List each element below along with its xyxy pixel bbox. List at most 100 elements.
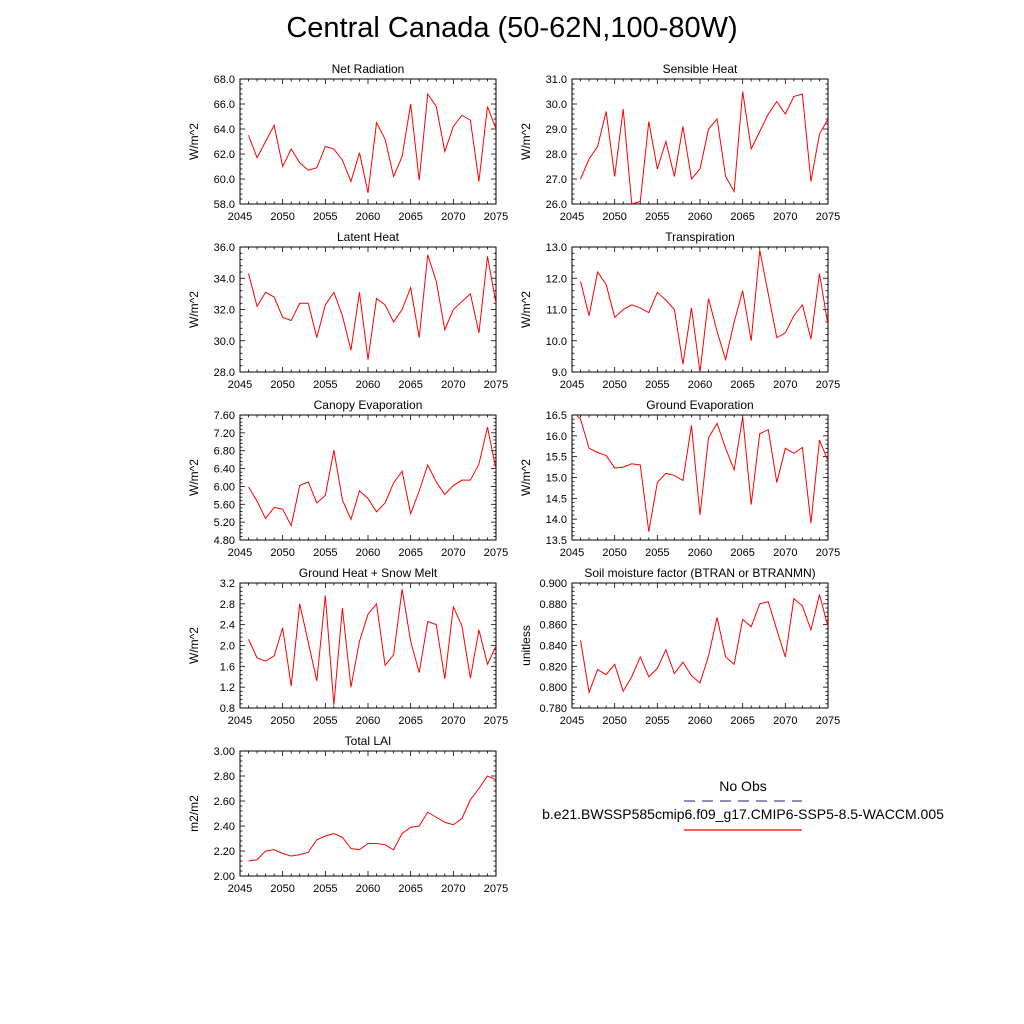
x-tick-label: 2075 xyxy=(484,715,508,727)
x-tick-label: 2055 xyxy=(645,547,669,559)
y-tick-label: 62.0 xyxy=(214,149,235,161)
y-tick-label: 1.2 xyxy=(220,682,235,694)
y-tick-label: 58.0 xyxy=(214,199,235,211)
plot-frame xyxy=(239,78,497,205)
x-tick-label: 2065 xyxy=(730,547,754,559)
y-tick-label: 1.6 xyxy=(220,661,235,673)
x-tick-label: 2050 xyxy=(602,715,626,727)
y-axis-label: m2/m2 xyxy=(187,795,201,832)
y-tick-label: 0.800 xyxy=(539,682,567,694)
x-tick-label: 2065 xyxy=(398,883,422,895)
series-line xyxy=(248,254,496,360)
y-tick-label: 30.0 xyxy=(546,99,567,111)
y-tick-label: 29.0 xyxy=(546,124,567,136)
x-tick-label: 2045 xyxy=(228,379,252,391)
y-tick-label: 2.60 xyxy=(214,796,235,808)
series-line xyxy=(580,594,828,695)
y-tick-label: 0.820 xyxy=(539,661,567,673)
x-tick-label: 2075 xyxy=(816,547,840,559)
x-tick-label: 2065 xyxy=(398,547,422,559)
y-tick-label: 30.0 xyxy=(214,336,235,348)
x-tick-label: 2055 xyxy=(313,883,337,895)
x-tick-label: 2075 xyxy=(816,715,840,727)
series-line xyxy=(248,426,496,528)
x-tick-label: 2045 xyxy=(228,715,252,727)
chart-title: Canopy Evaporation xyxy=(314,398,423,412)
plot-frame xyxy=(571,414,829,541)
y-tick-label: 6.40 xyxy=(214,464,235,476)
x-tick-label: 2060 xyxy=(688,547,712,559)
y-tick-label: 6.80 xyxy=(214,446,235,458)
y-tick-label: 12.0 xyxy=(546,273,567,285)
y-tick-label: 0.860 xyxy=(539,620,567,632)
y-axis-label: W/m^2 xyxy=(187,291,201,328)
x-tick-label: 2055 xyxy=(313,547,337,559)
plot-frame xyxy=(571,582,829,709)
x-tick-label: 2070 xyxy=(773,715,797,727)
y-tick-label: 9.0 xyxy=(552,367,567,379)
x-tick-label: 2070 xyxy=(441,547,465,559)
chart-soil-moisture-factor-btran-or-btranmn: 2045 2050 2055 2060 2065 2070 2075 0.780 0.800 0.… xyxy=(519,566,840,727)
x-tick-label: 2055 xyxy=(313,715,337,727)
x-tick-label: 2060 xyxy=(356,715,380,727)
x-tick-label: 2060 xyxy=(688,379,712,391)
x-tick-label: 2060 xyxy=(356,883,380,895)
y-tick-label: 16.0 xyxy=(546,431,567,443)
y-axis-label: W/m^2 xyxy=(519,459,533,496)
x-tick-label: 2050 xyxy=(270,883,294,895)
y-tick-label: 28.0 xyxy=(546,149,567,161)
y-tick-label: 15.5 xyxy=(546,452,567,464)
x-tick-label: 2060 xyxy=(356,379,380,391)
y-tick-label: 0.780 xyxy=(539,703,567,715)
x-tick-label: 2050 xyxy=(270,715,294,727)
y-axis-label: W/m^2 xyxy=(519,291,533,328)
y-tick-label: 7.60 xyxy=(214,410,235,422)
x-tick-label: 2065 xyxy=(730,379,754,391)
y-tick-label: 0.900 xyxy=(539,578,567,590)
y-tick-label: 13.5 xyxy=(546,535,567,547)
x-tick-label: 2050 xyxy=(270,547,294,559)
plot-frame xyxy=(239,246,497,373)
y-tick-label: 36.0 xyxy=(214,242,235,254)
x-tick-label: 2075 xyxy=(484,547,508,559)
legend-model-label: b.e21.BWSSP585cmip6.f09_g17.CMIP6-SSP5-8… xyxy=(542,806,944,822)
chart-title: Net Radiation xyxy=(332,62,405,76)
y-tick-label: 28.0 xyxy=(214,367,235,379)
x-tick-label: 2045 xyxy=(228,883,252,895)
x-tick-label: 2050 xyxy=(602,379,626,391)
series-line xyxy=(580,91,828,204)
x-tick-label: 2070 xyxy=(773,211,797,223)
y-axis-label: W/m^2 xyxy=(187,123,201,160)
page-title: Central Canada (50-62N,100-80W) xyxy=(286,12,738,44)
x-tick-label: 2050 xyxy=(602,211,626,223)
series-line xyxy=(248,92,496,193)
x-tick-label: 2070 xyxy=(441,715,465,727)
chart-latent-heat: 2045 2050 2055 2060 2065 2070 2075 28.0 30.0 32.0… xyxy=(187,230,508,391)
x-tick-label: 2070 xyxy=(773,379,797,391)
x-tick-label: 2050 xyxy=(270,211,294,223)
chart-net-radiation: 2045 2050 2055 2060 2065 2070 2075 58.0 60.0 62.0… xyxy=(187,62,508,223)
y-axis-label: W/m^2 xyxy=(187,459,201,496)
chart-transpiration: 2045 2050 2055 2060 2065 2070 2075 9.0 10.0 11.0 1… xyxy=(519,230,840,391)
x-tick-label: 2060 xyxy=(356,547,380,559)
chart-title: Ground Heat + Snow Melt xyxy=(299,566,438,580)
y-tick-label: 5.20 xyxy=(214,517,235,529)
x-tick-label: 2055 xyxy=(645,379,669,391)
y-tick-label: 2.00 xyxy=(214,871,235,883)
x-tick-label: 2045 xyxy=(560,379,584,391)
plot-frame xyxy=(571,246,829,373)
y-tick-label: 27.0 xyxy=(546,174,567,186)
y-tick-label: 2.80 xyxy=(214,771,235,783)
x-tick-label: 2055 xyxy=(645,715,669,727)
y-tick-label: 68.0 xyxy=(214,74,235,86)
chart-title: Total LAI xyxy=(345,734,392,748)
y-tick-label: 31.0 xyxy=(546,74,567,86)
x-tick-label: 2045 xyxy=(228,211,252,223)
y-tick-label: 10.0 xyxy=(546,336,567,348)
series-line xyxy=(248,589,496,705)
plot-frame xyxy=(239,750,497,877)
y-axis-label: W/m^2 xyxy=(519,123,533,160)
y-tick-label: 60.0 xyxy=(214,174,235,186)
x-tick-label: 2045 xyxy=(560,715,584,727)
